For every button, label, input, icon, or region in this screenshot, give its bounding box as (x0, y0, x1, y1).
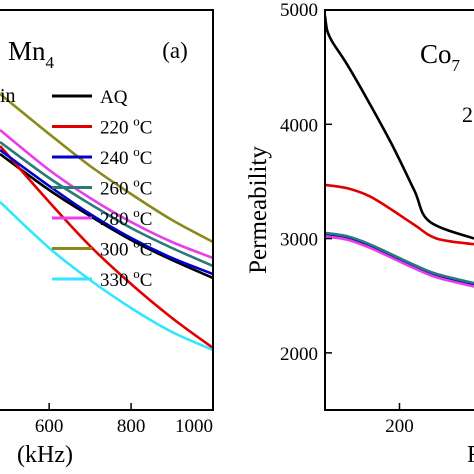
panel-a-legend-label-260-c: 260 oC (100, 175, 152, 200)
panel-b-series-4 (325, 231, 474, 285)
panel-a-legend-label-330-c: 330 oC (100, 266, 152, 291)
panel-a-series-330-c (0, 201, 213, 352)
panel-a-x-tick-label-1000: 1000 (175, 416, 213, 437)
panel-a-subtitle: in (0, 85, 16, 107)
panel-b-y-ticks: 2000 3000 4000 5000 (280, 0, 332, 365)
panel-b-series-1 (325, 15, 474, 240)
panel-b-subtitle: 2 (462, 102, 473, 127)
panel-a-title: Mn4 (8, 36, 55, 72)
panel-a-series-aq (0, 152, 213, 280)
panel-a-x-ticks: 600 800 1000 (35, 403, 214, 437)
panel-a-legend: AQ 220 oC 240 oC 260 oC 280 oC 300 oC 330 oC (52, 87, 152, 291)
panel-a: 600 800 1000 Mn4 (a) in (kHz) AQ 220 oC 240 … (0, 9, 214, 468)
panel-a-legend-label-aq: AQ (100, 87, 128, 108)
panel-b-y-tick-label-4000: 4000 (280, 115, 318, 136)
panel-a-legend-label-300-c: 300 oC (100, 236, 152, 261)
panel-b-x-tick-label-200: 200 (385, 416, 414, 437)
panel-b-x-axis-label: F (467, 442, 474, 468)
panel-a-series-300-c (0, 92, 213, 244)
panel-a-series-240-c (0, 148, 213, 276)
panel-a-label: (a) (162, 38, 188, 63)
panel-a-x-tick-label-800: 800 (117, 416, 146, 437)
panel-b-series-2 (325, 183, 474, 246)
panel-a-x-tick-label-600: 600 (35, 416, 64, 437)
panel-a-curves (0, 92, 213, 352)
panel-b-series-5 (325, 235, 474, 288)
panel-a-legend-label-220-c: 220 oC (100, 114, 152, 139)
panel-b-y-axis-label: Permeability (245, 146, 272, 274)
panel-b-x-ticks: 200 (385, 403, 414, 437)
panel-a-legend-label-280-c: 280 oC (100, 205, 152, 230)
panel-b-y-tick-label-5000: 5000 (280, 0, 318, 21)
panel-a-frame (0, 9, 214, 411)
panel-a-x-axis-label: (kHz) (17, 442, 73, 468)
panel-a-series-220-c (0, 145, 213, 350)
panel-a-series-280-c (0, 128, 213, 260)
panel-a-series-260-c (0, 140, 213, 268)
panel-b-y-tick-label-2000: 2000 (280, 344, 318, 365)
panel-b-y-tick-label-3000: 3000 (280, 230, 318, 251)
panel-b-curves (325, 15, 474, 288)
panel-a-legend-label-240-c: 240 oC (100, 144, 152, 169)
panel-b-title: Co7 (420, 39, 461, 75)
